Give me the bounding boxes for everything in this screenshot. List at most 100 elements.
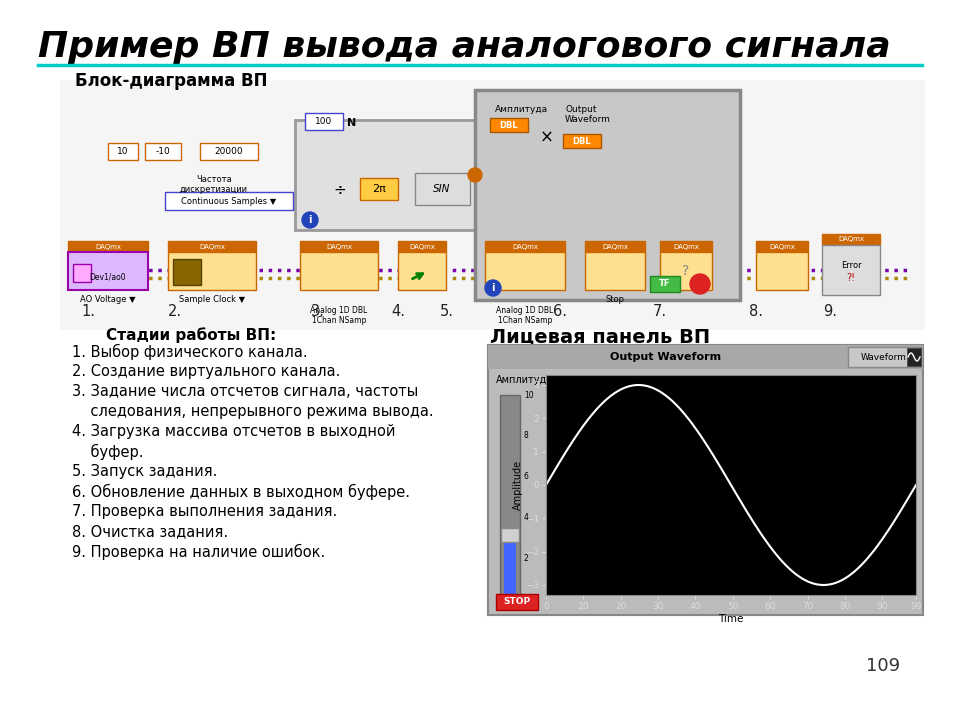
Text: 4: 4: [524, 513, 529, 522]
Bar: [822, 245, 880, 295]
Text: DBL: DBL: [500, 120, 518, 130]
Text: 6. Обновление данных в выходном буфере.: 6. Обновление данных в выходном буфере.: [72, 484, 410, 500]
Text: Output Waveform: Output Waveform: [610, 352, 721, 362]
Bar: [60, 80, 925, 330]
Text: Лицевая панель ВП: Лицевая панель ВП: [490, 327, 710, 346]
Bar: [756, 252, 808, 290]
Bar: [300, 241, 378, 252]
Text: 3.: 3.: [311, 305, 324, 320]
Text: 2π: 2π: [372, 184, 386, 194]
Text: 6.: 6.: [553, 305, 567, 320]
Bar: [485, 241, 565, 252]
Text: DAQmx: DAQmx: [409, 243, 435, 250]
Bar: [500, 395, 520, 599]
Text: Continuous Samples ▼: Continuous Samples ▼: [181, 197, 276, 205]
Text: буфер.: буфер.: [72, 444, 143, 460]
Text: Стадии работы ВП:: Стадии работы ВП:: [85, 327, 276, 343]
Text: -10: -10: [156, 148, 170, 156]
Text: 4.: 4.: [391, 305, 405, 320]
Bar: [585, 241, 645, 252]
Bar: [73, 264, 91, 282]
Text: AO Voltage ▼: AO Voltage ▼: [81, 295, 135, 305]
Text: следования, непрерывного режима вывода.: следования, непрерывного режима вывода.: [72, 404, 434, 419]
Text: Analog 1D DBL
1Chan NSamp: Analog 1D DBL 1Chan NSamp: [310, 306, 368, 325]
Bar: [475, 90, 740, 300]
Bar: [585, 252, 645, 290]
Bar: [145, 143, 181, 160]
Text: 1.: 1.: [81, 305, 95, 320]
Bar: [360, 178, 398, 200]
Text: 2: 2: [524, 554, 529, 563]
Text: 5. Запуск задания.: 5. Запуск задания.: [72, 464, 217, 479]
Y-axis label: Amplitude: Amplitude: [513, 460, 523, 510]
Bar: [415, 173, 470, 205]
Text: 7. Проверка выполнения задания.: 7. Проверка выполнения задания.: [72, 504, 337, 519]
Bar: [168, 241, 256, 252]
Bar: [848, 347, 921, 367]
Bar: [295, 120, 490, 230]
Bar: [305, 113, 343, 130]
Bar: [485, 252, 565, 290]
Bar: [488, 345, 923, 615]
Circle shape: [468, 168, 482, 182]
Text: DAQmx: DAQmx: [838, 236, 864, 243]
Text: N: N: [348, 118, 356, 128]
Bar: [504, 539, 516, 596]
Bar: [756, 241, 808, 252]
Text: Частота
дискретизации: Частота дискретизации: [180, 175, 248, 194]
Bar: [200, 143, 258, 160]
X-axis label: Time: Time: [718, 613, 744, 624]
Text: DAQmx: DAQmx: [512, 243, 538, 250]
Bar: [68, 241, 148, 252]
Text: 4. Загрузка массива отсчетов в выходной: 4. Загрузка массива отсчетов в выходной: [72, 424, 396, 439]
Text: Sample Clock ▼: Sample Clock ▼: [179, 295, 245, 305]
Bar: [488, 345, 923, 369]
Bar: [907, 348, 921, 366]
Bar: [173, 259, 201, 285]
Text: 7.: 7.: [653, 305, 667, 320]
Text: 100: 100: [316, 117, 332, 127]
Text: 3. Задание числа отсчетов сигнала, частоты: 3. Задание числа отсчетов сигнала, часто…: [72, 384, 419, 399]
Circle shape: [485, 280, 501, 296]
Bar: [660, 241, 712, 252]
Bar: [398, 252, 446, 290]
Text: ?: ?: [683, 264, 689, 278]
Text: 5.: 5.: [440, 305, 454, 320]
Text: DAQmx: DAQmx: [769, 243, 795, 250]
Circle shape: [690, 274, 710, 294]
Text: Waveform: Waveform: [861, 353, 907, 361]
Text: DBL: DBL: [573, 137, 591, 145]
Bar: [822, 234, 880, 245]
Text: DAQmx: DAQmx: [199, 243, 225, 250]
Text: 6: 6: [524, 472, 529, 481]
Text: DAQmx: DAQmx: [95, 243, 121, 250]
Text: SIN: SIN: [433, 184, 450, 194]
Bar: [398, 241, 446, 252]
Bar: [300, 252, 378, 290]
Text: STOP: STOP: [503, 598, 531, 606]
Text: ÷: ÷: [334, 182, 347, 197]
Bar: [168, 252, 256, 290]
Text: 20000: 20000: [215, 148, 243, 156]
Text: ×: ×: [540, 129, 554, 147]
Text: 8.: 8.: [749, 305, 763, 320]
Bar: [165, 192, 293, 210]
Bar: [563, 134, 601, 148]
Text: TF: TF: [660, 279, 671, 289]
Text: 9. Проверка на наличие ошибок.: 9. Проверка на наличие ошибок.: [72, 544, 325, 560]
Text: 2. Создание виртуального канала.: 2. Создание виртуального канала.: [72, 364, 341, 379]
Text: DAQmx: DAQmx: [602, 243, 628, 250]
Text: 109: 109: [866, 657, 900, 675]
Bar: [501, 528, 519, 542]
Text: 2.: 2.: [168, 305, 182, 320]
Text: 8. Очистка задания.: 8. Очистка задания.: [72, 524, 228, 539]
Circle shape: [302, 212, 318, 228]
Text: DAQmx: DAQmx: [326, 243, 352, 250]
Text: 0: 0: [524, 595, 529, 603]
Bar: [108, 143, 138, 160]
Text: Блок-диаграмма ВП: Блок-диаграмма ВП: [75, 72, 268, 90]
Text: Dev1/ao0: Dev1/ao0: [89, 273, 127, 282]
Bar: [650, 276, 680, 292]
Text: Амплитуда: Амплитуда: [495, 106, 548, 114]
Bar: [490, 118, 528, 132]
